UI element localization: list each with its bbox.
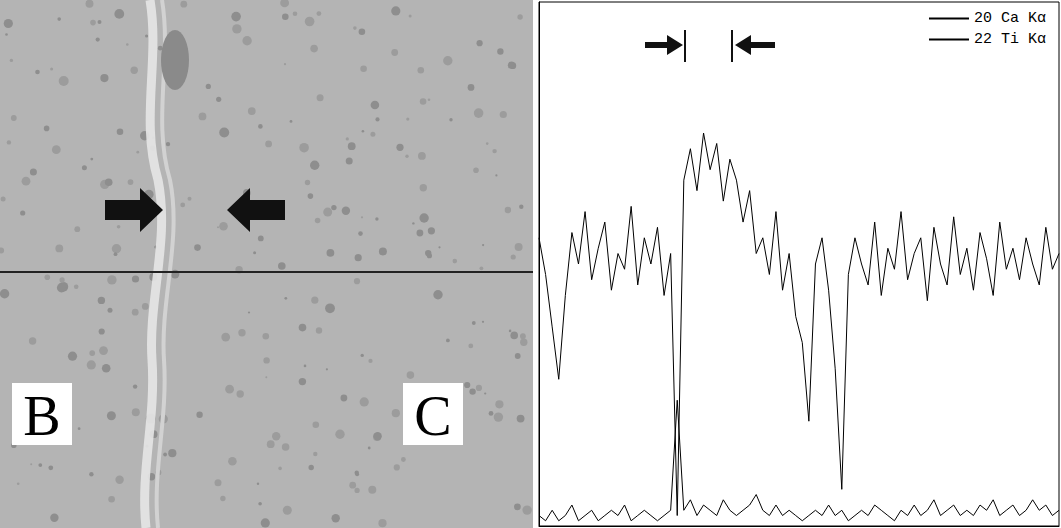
svg-text:20 Ca Kα: 20 Ca Kα xyxy=(974,10,1046,27)
svg-text:B: B xyxy=(23,385,60,447)
svg-text:C: C xyxy=(414,385,451,447)
svg-text:22 Ti Kα: 22 Ti Kα xyxy=(974,31,1046,48)
